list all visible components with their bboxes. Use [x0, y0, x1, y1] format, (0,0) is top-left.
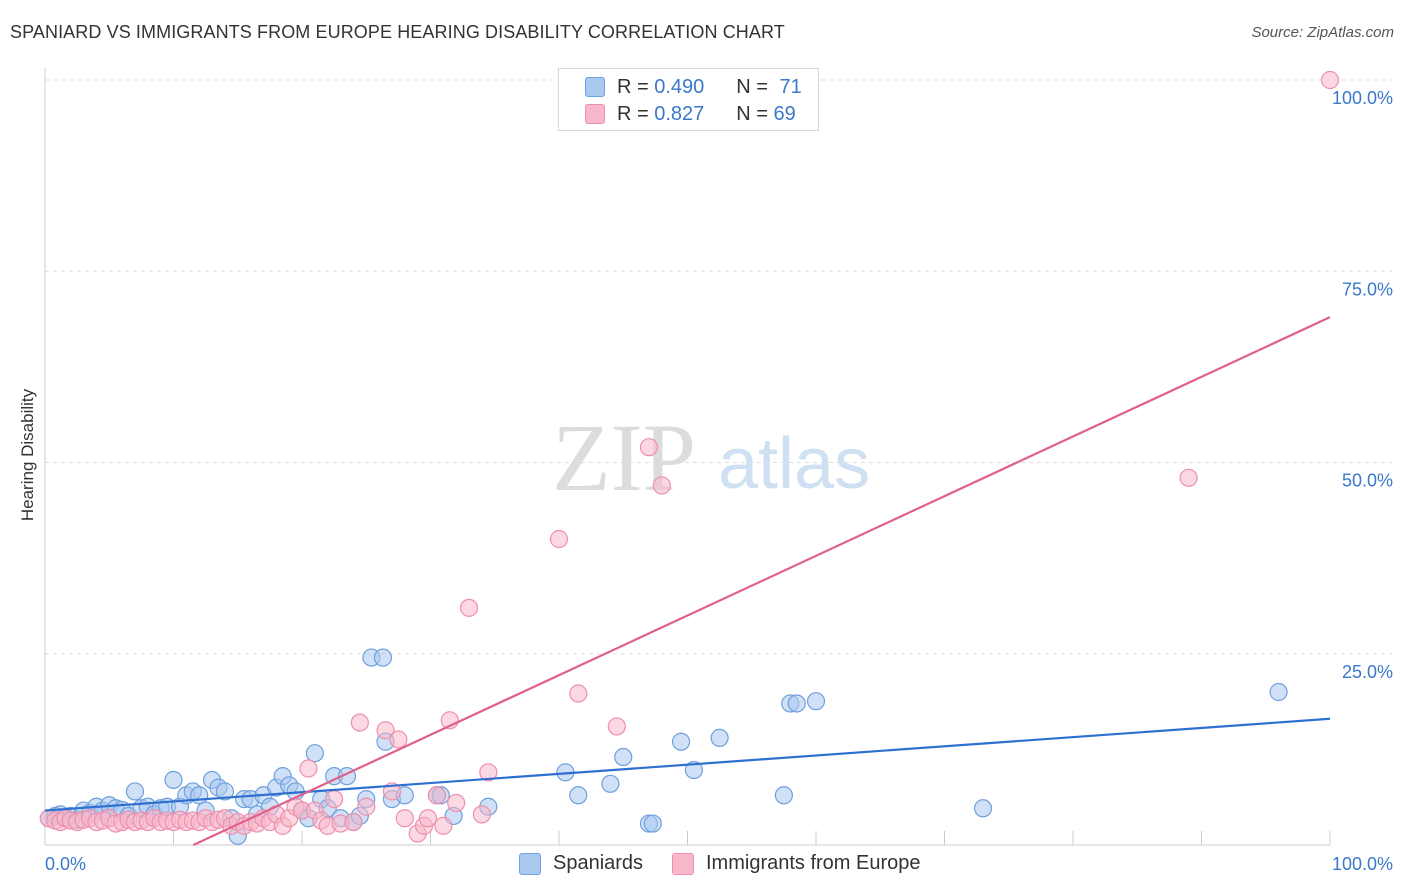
- data-point: [389, 730, 408, 749]
- chart-title: SPANIARD VS IMMIGRANTS FROM EUROPE HEARI…: [10, 22, 785, 42]
- bottom-legend-immigrants: Immigrants from Europe: [672, 852, 921, 875]
- data-point: [607, 717, 626, 736]
- trend-lines: [44, 316, 1331, 846]
- legend-r-label: R =: [617, 75, 655, 98]
- data-point: [395, 809, 414, 828]
- data-point: [305, 744, 324, 763]
- data-point: [325, 789, 344, 809]
- y-tick-label: 100.0%: [1332, 88, 1393, 108]
- data-point: [601, 774, 620, 793]
- y-tick-label: 50.0%: [1342, 471, 1393, 491]
- bottom-legend-swatch-pink: [672, 852, 694, 875]
- trend-line-spaniards: [44, 717, 1331, 812]
- x-tick-label: 0.0%: [45, 854, 86, 874]
- watermark-atlas: atlas: [718, 424, 870, 504]
- data-point: [652, 476, 671, 495]
- data-point: [806, 692, 826, 711]
- data-point: [774, 786, 793, 805]
- legend-n-value: 69: [773, 102, 796, 125]
- data-point: [376, 721, 395, 740]
- data-point: [569, 786, 588, 805]
- data-point: [447, 793, 466, 813]
- data-point: [344, 812, 363, 832]
- data-point: [418, 809, 438, 828]
- stats-legend: R = 0.490 N = 71 R = 0.827 N = 69: [558, 68, 819, 131]
- data-point: [382, 782, 402, 801]
- legend-n-label: N =: [736, 102, 774, 125]
- data-point: [639, 438, 659, 457]
- legend-swatch-blue: [585, 77, 605, 97]
- watermark-zip: ZIP: [552, 404, 696, 511]
- data-point: [373, 648, 393, 667]
- bottom-legend-spaniards: Spaniards: [519, 852, 643, 875]
- data-point: [549, 529, 569, 549]
- data-point: [1320, 70, 1340, 90]
- data-point: [459, 598, 479, 617]
- grid-lines: [45, 79, 1392, 655]
- data-point: [1179, 468, 1198, 487]
- bottom-legend-label-spaniards: Spaniards: [553, 852, 644, 874]
- data-point: [357, 797, 376, 816]
- data-point: [190, 786, 209, 805]
- legend-row-immigrants: R = 0.827 N = 69: [585, 102, 796, 126]
- legend-n-label: N =: [736, 75, 774, 98]
- bottom-legend-swatch-blue: [519, 852, 541, 875]
- bottom-legend-label-immigrants: Immigrants from Europe: [706, 852, 921, 874]
- legend-r-value: 0.490: [654, 75, 705, 98]
- data-point: [643, 814, 662, 833]
- tick-labels: 25.0% 50.0% 75.0% 100.0% 0.0% 100.0%: [45, 88, 1393, 874]
- y-tick-label: 75.0%: [1342, 279, 1393, 299]
- watermark: ZIP atlas: [552, 404, 870, 511]
- data-point: [427, 786, 447, 805]
- series-immigrants-points: [39, 70, 1340, 843]
- legend-r-label: R =: [617, 102, 655, 125]
- chart-source: Source: ZipAtlas.com: [1251, 24, 1394, 41]
- legend-swatch-pink: [585, 104, 605, 124]
- data-point: [164, 770, 183, 790]
- data-point: [215, 782, 234, 801]
- axes: [44, 68, 1331, 846]
- data-point: [350, 713, 369, 732]
- data-point: [569, 684, 588, 703]
- y-axis-label: Hearing Disability: [18, 388, 37, 522]
- data-point: [973, 799, 993, 818]
- data-point: [710, 728, 729, 748]
- data-point: [1269, 682, 1288, 702]
- data-point: [614, 747, 633, 767]
- data-point: [299, 759, 318, 778]
- data-point: [472, 805, 491, 824]
- y-tick-label: 25.0%: [1342, 662, 1393, 682]
- legend-row-spaniards: R = 0.490 N = 71: [585, 75, 802, 99]
- data-point: [434, 816, 453, 835]
- data-point: [787, 694, 806, 713]
- data-point: [125, 782, 145, 801]
- x-tick-label: 100.0%: [1332, 854, 1393, 874]
- trend-line-immigrants: [192, 316, 1331, 846]
- legend-n-value: 71: [779, 75, 802, 98]
- data-point: [479, 763, 498, 782]
- data-point: [684, 760, 704, 780]
- legend-r-value: 0.827: [654, 102, 705, 125]
- data-point: [671, 732, 691, 751]
